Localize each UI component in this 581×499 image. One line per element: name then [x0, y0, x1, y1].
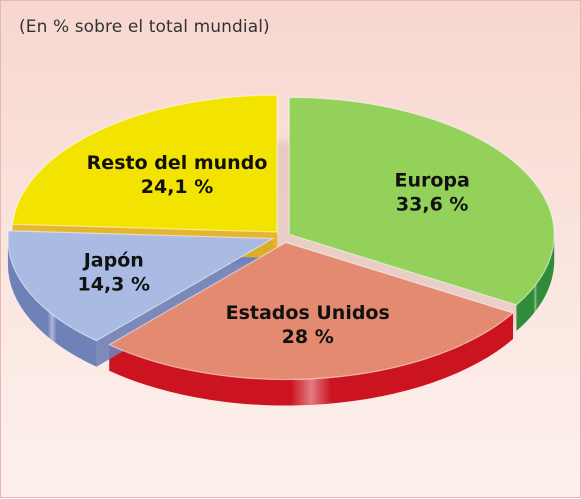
pie-slice: [288, 96, 555, 306]
pie-slice: [108, 241, 515, 381]
slice-name-label: Europa: [395, 170, 470, 192]
chart-subtitle: (En % sobre el total mundial): [19, 17, 270, 37]
slice-value-label: 28 %: [282, 326, 334, 348]
slice-value-label: 33,6 %: [396, 194, 469, 216]
slice-name-label: Resto del mundo: [87, 152, 268, 174]
pie-slice-side-shine: [109, 313, 514, 406]
slice-name-label: Estados Unidos: [226, 302, 390, 324]
pie-tops: [7, 94, 555, 381]
pie-slice-side-shine: [7, 238, 97, 367]
pie-slice: [7, 230, 276, 342]
slice-name-label: Japón: [82, 250, 144, 272]
slice-value-label: 24,1 %: [141, 176, 214, 198]
slice-value-label: 14,3 %: [78, 274, 151, 296]
pie-slice: [11, 94, 278, 233]
pie-slice-side-shine: [516, 234, 555, 331]
